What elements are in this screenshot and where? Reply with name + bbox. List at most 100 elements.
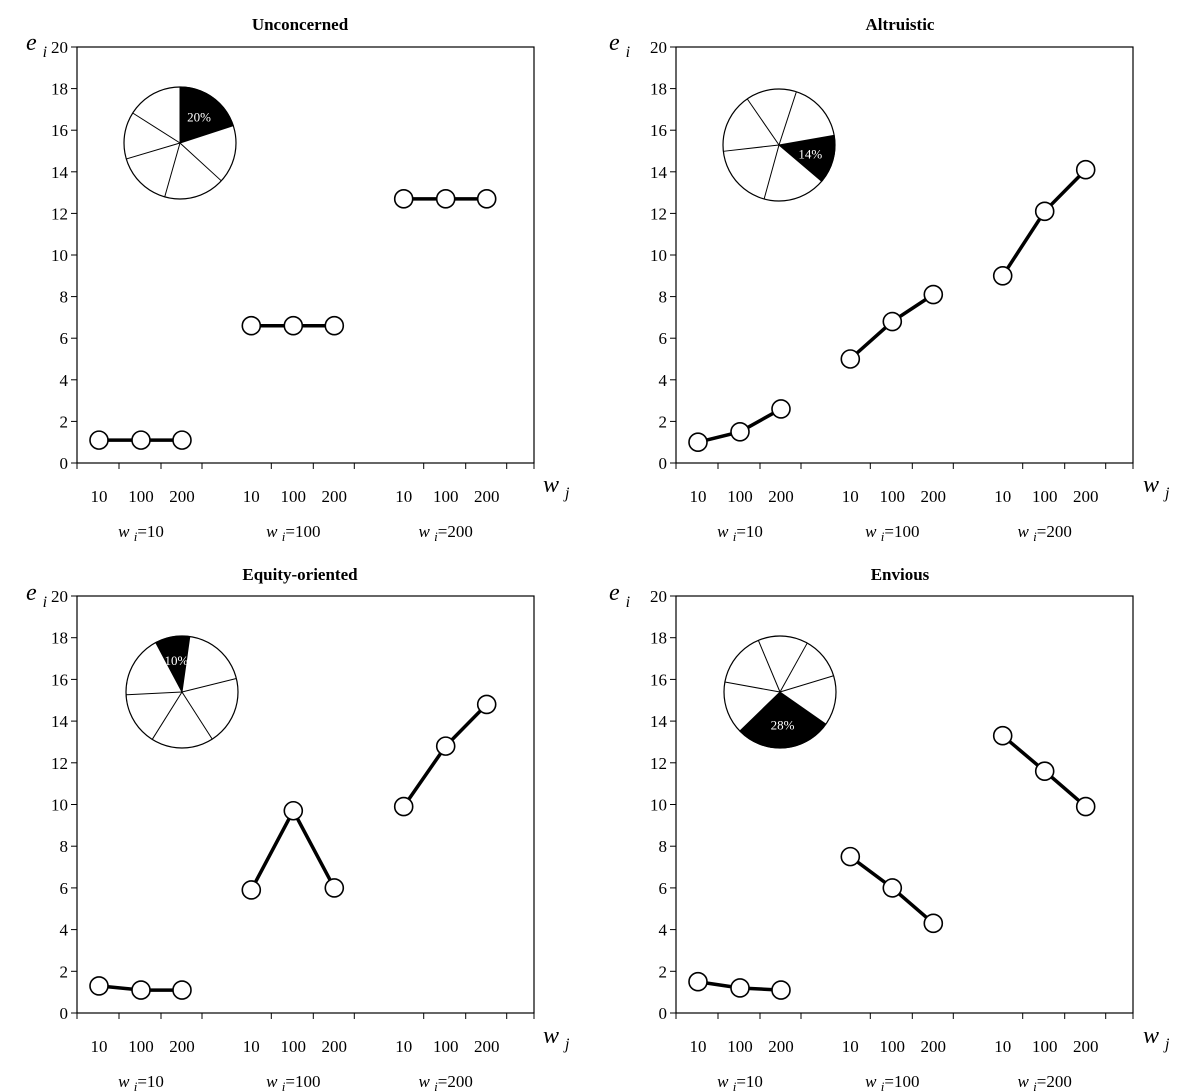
- data-point: [393, 189, 414, 209]
- pie-percent-label: 10%: [164, 653, 188, 668]
- data-point: [923, 913, 944, 934]
- x-axis-label: w j: [1143, 472, 1170, 502]
- series-3: [992, 159, 1096, 286]
- y-axis-label: e i: [609, 30, 630, 61]
- chart-panel-2: Altruistic e i w j 0 2 4 6 8 10 12 14 16 18 20 10 100 20…: [609, 15, 1170, 544]
- data-point: [1034, 201, 1055, 222]
- y-tick-label: 8: [60, 288, 69, 307]
- y-tick-label: 2: [659, 962, 668, 981]
- data-point: [172, 980, 192, 1000]
- group-label: w i=10: [118, 1072, 164, 1092]
- pie-slice-divider: [181, 678, 237, 693]
- pie-slice-divider: [763, 144, 780, 200]
- y-tick-label: 18: [51, 629, 68, 648]
- pie-slice-divider: [126, 691, 183, 696]
- series-2: [840, 284, 944, 369]
- y-tick-label: 10: [51, 246, 68, 265]
- y-tick-label: 12: [650, 204, 667, 223]
- series-1: [89, 976, 192, 1000]
- data-point: [923, 284, 944, 305]
- data-point: [1075, 796, 1096, 817]
- y-tick-label: 8: [659, 837, 668, 856]
- x-tick-label: 100: [880, 1037, 906, 1056]
- chart-title: Envious: [871, 565, 930, 584]
- group-label: w i=200: [1018, 522, 1072, 544]
- pie-slice-divider: [132, 112, 181, 144]
- pie-slice-divider: [779, 675, 834, 693]
- y-tick-label: 2: [60, 412, 69, 431]
- data-point: [172, 430, 192, 450]
- y-tick-label: 20: [650, 587, 667, 606]
- x-tick-label: 100: [1032, 1037, 1058, 1056]
- x-axis-label-subscript: j: [1163, 485, 1170, 502]
- x-axis-label: w j: [543, 1023, 570, 1053]
- y-tick-label: 2: [60, 962, 69, 981]
- x-tick-label: 200: [322, 1037, 348, 1056]
- pie-slice-highlight: [777, 134, 836, 182]
- x-tick-label: 200: [169, 1037, 195, 1056]
- data-point: [324, 878, 345, 898]
- pie-slice-divider: [723, 144, 780, 152]
- y-tick-label: 6: [60, 879, 69, 898]
- group-label: w i=10: [118, 522, 164, 544]
- y-tick-label: 20: [51, 587, 68, 606]
- y-axis-label-subscript: i: [626, 44, 630, 61]
- y-tick-label: 10: [650, 246, 667, 265]
- series-1: [688, 971, 791, 1000]
- pie-slice-highlight: [155, 635, 191, 694]
- x-tick-label: 10: [243, 1037, 260, 1056]
- data-point: [131, 430, 151, 450]
- y-tick-label: 12: [51, 204, 68, 223]
- pie-slice-divider: [746, 98, 780, 146]
- series-line: [1001, 168, 1087, 277]
- y-tick-label: 14: [650, 163, 668, 182]
- group-label: w i=100: [266, 1072, 320, 1092]
- pie-slice-divider: [757, 640, 781, 693]
- y-tick-label: 18: [650, 80, 667, 99]
- y-tick-label: 0: [60, 454, 69, 473]
- y-tick-label: 12: [650, 754, 667, 773]
- x-tick-label: 200: [1073, 1037, 1099, 1056]
- y-tick-label: 6: [659, 879, 668, 898]
- pie-percent-label: 20%: [187, 110, 211, 125]
- chart-panel-1: Unconcerned e i w j 0 2 4 6 8 10 12 14 16 18 20 10 100 2…: [26, 15, 570, 544]
- y-tick-label: 6: [60, 329, 69, 348]
- x-tick-label: 100: [1032, 487, 1058, 506]
- y-axis-label-subscript: i: [43, 44, 47, 61]
- data-point: [730, 421, 750, 442]
- y-axis-label: e i: [26, 30, 47, 61]
- x-tick-label: 10: [690, 1037, 707, 1056]
- y-tick-label: 12: [51, 754, 68, 773]
- group-label: w i=100: [266, 522, 320, 544]
- x-tick-label: 100: [727, 1037, 753, 1056]
- pie-slice-highlight: [739, 691, 827, 749]
- x-tick-label: 10: [395, 487, 412, 506]
- y-tick-label: 6: [659, 329, 668, 348]
- y-tick-label: 8: [60, 837, 69, 856]
- inset-pie: 20%: [123, 86, 237, 200]
- x-tick-label: 100: [880, 487, 906, 506]
- chart-title: Unconcerned: [252, 15, 349, 34]
- pie-slice-divider: [164, 142, 181, 198]
- x-axis-label: w j: [543, 472, 570, 502]
- data-point: [882, 878, 903, 898]
- x-tick-label: 100: [433, 487, 459, 506]
- series-1: [688, 399, 791, 453]
- data-point: [688, 971, 708, 992]
- pie-slice-divider: [151, 691, 183, 740]
- data-point: [476, 189, 497, 209]
- x-tick-label: 200: [474, 487, 500, 506]
- data-point: [283, 800, 304, 821]
- data-point: [1075, 159, 1096, 180]
- y-axis-label: e i: [609, 580, 630, 611]
- data-point: [324, 315, 345, 336]
- inset-pie: 10%: [125, 635, 239, 749]
- chart-panel-3: Equity-oriented e i w j 0 2 4 6 8 10 12 14 16 18 20 10…: [26, 565, 570, 1092]
- series-3: [393, 694, 497, 817]
- x-tick-label: 100: [128, 487, 154, 506]
- x-tick-label: 10: [842, 1037, 859, 1056]
- x-tick-label: 200: [474, 1037, 500, 1056]
- x-tick-label: 10: [395, 1037, 412, 1056]
- x-tick-label: 10: [91, 1037, 108, 1056]
